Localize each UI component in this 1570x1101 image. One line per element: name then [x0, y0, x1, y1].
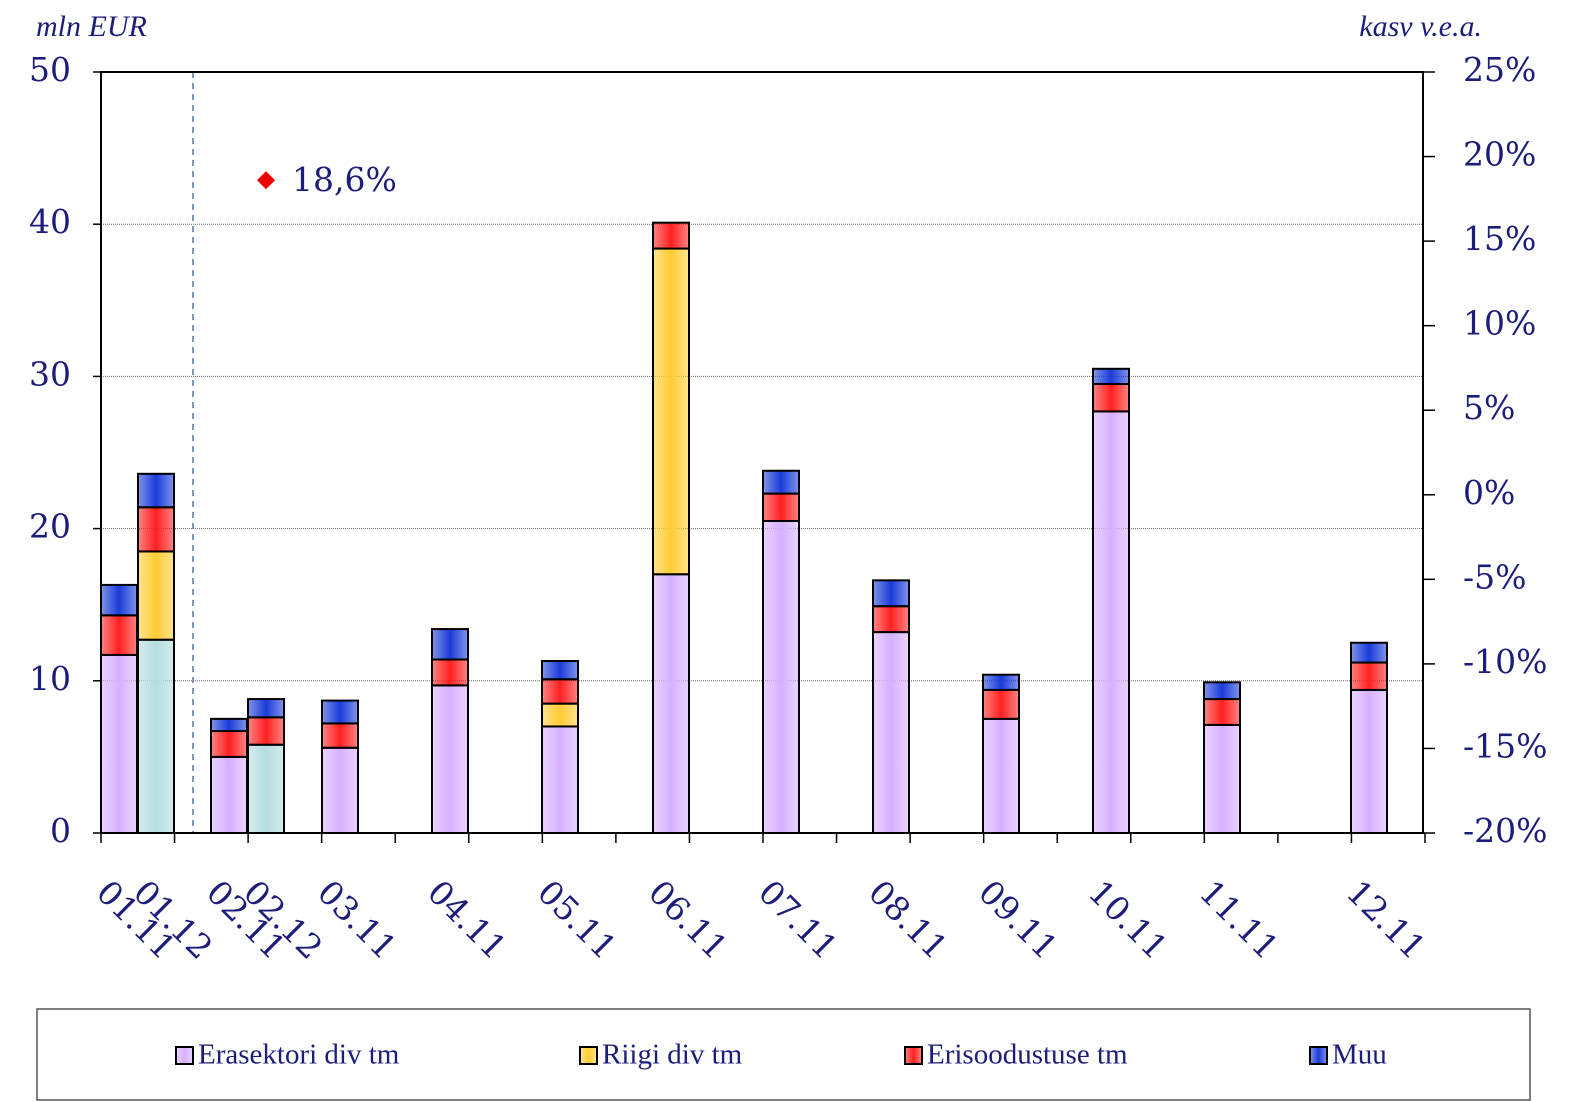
bar-segment: [872, 631, 910, 835]
bar-segment: [321, 746, 359, 835]
x-tick-label: 12.11: [1339, 872, 1433, 966]
y-tick-label: 0: [50, 811, 71, 850]
bar-segment: [1092, 383, 1130, 413]
bar-segment: [982, 688, 1020, 720]
bar-segment: [1203, 723, 1241, 834]
x-tick-label: 04.11: [420, 872, 514, 966]
y2-axis-title: kasv v.e.a.: [1359, 10, 1482, 43]
bar-segment: [210, 755, 248, 835]
bar-segment: [321, 699, 359, 725]
y2-tick-label: -10%: [1463, 642, 1548, 681]
legend-label: Erasektori div tm: [198, 1039, 400, 1071]
bar-segment: [247, 698, 285, 719]
bar-segment: [762, 519, 800, 834]
legend-label: Riigi div tm: [602, 1039, 743, 1071]
legend-label: Muu: [1332, 1039, 1387, 1071]
x-tick-label: 11.11: [1192, 872, 1286, 966]
bar-segment: [541, 660, 579, 681]
bar-segment: [762, 492, 800, 522]
bar-segment: [137, 550, 175, 641]
x-tick-label: 03.11: [310, 872, 404, 966]
bar-segment: [431, 658, 469, 687]
x-tick-label: 10.11: [1081, 872, 1175, 966]
y2-tick-label: -15%: [1463, 726, 1548, 765]
y2-tick-label: 15%: [1463, 219, 1536, 258]
legend-swatch: [579, 1046, 598, 1065]
bar-segment: [1203, 681, 1241, 701]
bar-segment: [100, 614, 138, 656]
y2-tick-label: 20%: [1463, 135, 1536, 174]
bar-segment: [247, 716, 285, 746]
bar-segment: [321, 722, 359, 749]
legend-swatch: [1309, 1046, 1328, 1065]
x-tick-label: 06.11: [641, 872, 735, 966]
bar-segment: [982, 673, 1020, 691]
bar-segment: [1092, 410, 1130, 834]
y2-tick-label: 25%: [1463, 50, 1536, 89]
bar-segment: [872, 579, 910, 608]
annotation-label: 18,6%: [292, 160, 397, 199]
bar-segment: [541, 678, 579, 705]
bar-segment: [137, 506, 175, 553]
y-tick-label: 20: [29, 507, 71, 546]
bar-segment: [100, 583, 138, 617]
y-tick-label: 40: [29, 202, 71, 241]
bar-segment: [431, 628, 469, 661]
x-tick-label: 05.11: [530, 872, 624, 966]
y-tick-label: 50: [29, 50, 71, 89]
bar-segment: [1092, 367, 1130, 386]
bar-segment: [210, 717, 248, 733]
bar-segment: [982, 717, 1020, 834]
legend-label: Erisoodustuse tm: [927, 1039, 1128, 1071]
bar-segment: [100, 653, 138, 835]
y-tick-label: 10: [29, 659, 71, 698]
y2-tick-label: 5%: [1463, 388, 1515, 427]
bar-segment: [137, 638, 175, 834]
x-tick-label: 07.11: [751, 872, 845, 966]
annotation-marker: [257, 171, 275, 190]
bar-segment: [652, 247, 690, 576]
bar-segment: [1350, 661, 1388, 691]
x-tick-label: 09.11: [971, 872, 1065, 966]
y2-tick-label: -20%: [1463, 811, 1548, 850]
bar-segment: [137, 472, 175, 509]
bar-segment: [762, 469, 800, 495]
legend-swatch: [904, 1046, 923, 1065]
bar-segment: [210, 730, 248, 758]
y2-tick-label: -5%: [1463, 557, 1527, 596]
bar-segment: [652, 573, 690, 834]
x-tick-label: 08.11: [861, 872, 955, 966]
y-axis-title: mln EUR: [36, 10, 147, 43]
bar-segment: [541, 725, 579, 835]
bar-segment: [1350, 688, 1388, 834]
bar-segment: [872, 605, 910, 634]
y2-tick-label: 10%: [1463, 304, 1536, 343]
y2-tick-label: 0%: [1463, 473, 1515, 512]
bar-segment: [652, 221, 690, 250]
legend-box: [36, 1008, 1531, 1101]
plot-frame: [100, 71, 1424, 834]
bar-segment: [1350, 641, 1388, 664]
y-tick-label: 30: [29, 354, 71, 393]
bar-segment: [541, 702, 579, 728]
bar-segment: [247, 743, 285, 834]
bar-segment: [431, 684, 469, 835]
legend-swatch: [175, 1046, 194, 1065]
bar-segment: [1203, 698, 1241, 726]
